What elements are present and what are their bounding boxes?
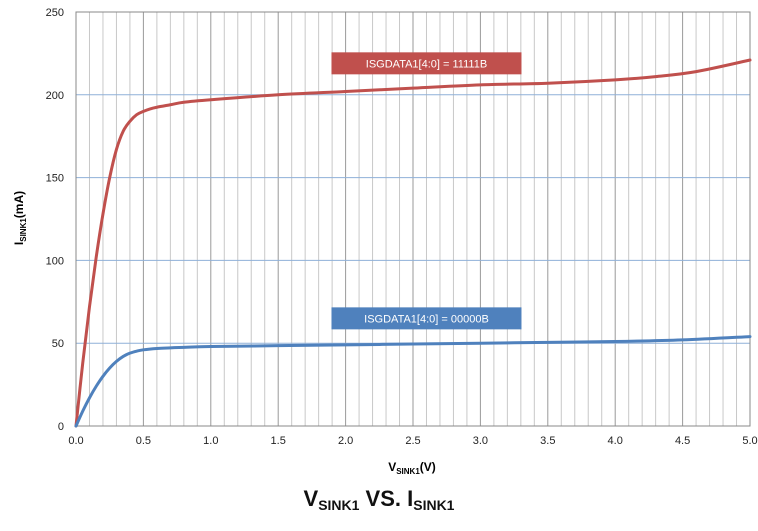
x-tick-label: 4.0: [608, 435, 623, 447]
x-tick-label: 2.0: [338, 435, 353, 447]
x-tick-label: 3.0: [473, 435, 488, 447]
chart-title: VSINK1 VS. ISINK1: [303, 486, 455, 513]
x-tick-label: 1.5: [271, 435, 286, 447]
x-tick-label: 0.0: [68, 435, 83, 447]
y-axis-label: ISINK1(mA): [12, 191, 28, 245]
y-axis-ticks: 0 50 100 150 200 250: [46, 7, 64, 433]
y-tick-label: 200: [46, 90, 64, 102]
minor-gridlines: [88, 12, 738, 426]
plot-frame: [75, 11, 751, 427]
y-tick-label: 100: [46, 255, 64, 267]
series-label-2: ISGDATA1[4:0] = 00000B: [331, 307, 522, 330]
y-tick-label: 150: [46, 173, 64, 185]
x-tick-label: 5.0: [742, 435, 757, 447]
series-lines: [74, 58, 752, 428]
x-axis-ticks: 0.0 0.5 1.0 1.5 2.0 2.5 3.0 3.5 4.0 4.5 5.0: [68, 435, 757, 447]
chart: 0.0 0.5 1.0 1.5 2.0 2.5 3.0 3.5 4.0 4.5 5.0 0 50 100…: [12, 7, 758, 476]
x-tick-label: 1.0: [203, 435, 218, 447]
x-tick-label: 2.5: [405, 435, 420, 447]
series-label-text: ISGDATA1[4:0] = 11111B: [366, 58, 487, 70]
series-labels: ISGDATA1[4:0] = 11111B ISGDATA1[4:0] = 00…: [331, 52, 522, 330]
series-line-2: [74, 335, 752, 428]
y-tick-label: 0: [58, 421, 64, 433]
series-label-1: ISGDATA1[4:0] = 11111B: [331, 52, 522, 75]
series-label-box: [331, 52, 522, 75]
series-label-text: ISGDATA1[4:0] = 00000B: [364, 313, 489, 325]
series-label-box: [331, 307, 522, 330]
x-axis-label: VSINK1(V): [388, 460, 436, 476]
plot-border: [75, 11, 751, 427]
x-tick-label: 3.5: [540, 435, 555, 447]
series-line-1: [74, 58, 752, 428]
y-tick-label: 250: [46, 7, 64, 19]
x-tick-label: 4.5: [675, 435, 690, 447]
x-tick-label: 0.5: [136, 435, 151, 447]
y-tick-label: 50: [52, 338, 64, 350]
